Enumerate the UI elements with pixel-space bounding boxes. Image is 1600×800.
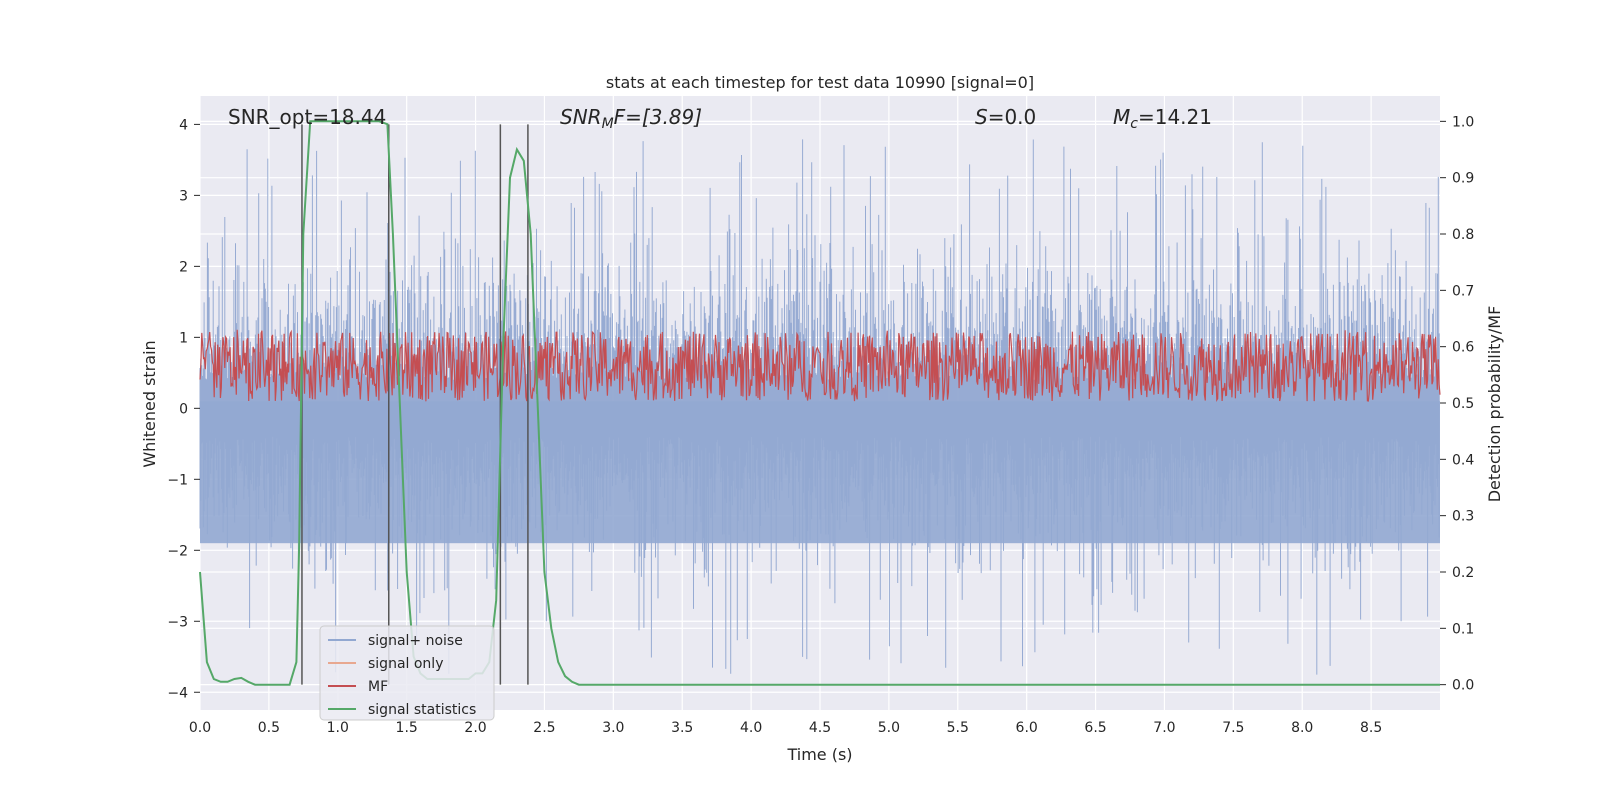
annotation-mc: Mc=14.21 xyxy=(1113,105,1212,132)
y-right-tick-label: 0.0 xyxy=(1452,678,1474,694)
y-right-tick-label: 0.3 xyxy=(1452,509,1474,525)
y-tick-label: 4 xyxy=(179,117,188,133)
annotation-s: S=0.0 xyxy=(975,105,1036,129)
series-signal-noise xyxy=(199,139,1440,675)
legend-label-signal-only: signal only xyxy=(368,656,443,672)
x-tick-label: 2.5 xyxy=(533,720,555,736)
x-tick-label: 8.5 xyxy=(1360,720,1382,736)
x-tick-label: 8.0 xyxy=(1291,720,1313,736)
y-right-tick-label: 0.2 xyxy=(1452,565,1474,581)
x-tick-label: 6.5 xyxy=(1084,720,1106,736)
noise-core-band xyxy=(200,401,1440,544)
x-tick-label: 2.0 xyxy=(464,720,486,736)
legend-label-mf: MF xyxy=(368,679,388,695)
x-tick-label: 3.5 xyxy=(671,720,693,736)
x-tick-label: 5.0 xyxy=(878,720,900,736)
y-tick-label: 1 xyxy=(179,330,188,346)
mf-trace xyxy=(199,329,1441,402)
y-axis-label: Whitened strain xyxy=(140,340,159,467)
y-tick-label: 3 xyxy=(179,188,188,204)
y-tick-label: −2 xyxy=(167,543,188,559)
x-tick-label: 3.0 xyxy=(602,720,624,736)
x-axis-label: Time (s) xyxy=(786,745,852,764)
legend-box xyxy=(319,625,495,721)
x-tick-label: 6.0 xyxy=(1016,720,1038,736)
y-right-tick-label: 0.1 xyxy=(1452,621,1474,637)
y-tick-label: −4 xyxy=(167,685,188,701)
series-mf xyxy=(199,329,1441,402)
legend: signal+ noise signal only MF signal stat… xyxy=(319,625,495,721)
y-right-tick-label: 0.5 xyxy=(1452,396,1474,412)
y-tick-label: −1 xyxy=(167,472,188,488)
axis-ticks: 0.0 0.5 1.0 1.5 2.0 2.5 3.0 3.5 4.0 4.5 5.0 5.5 6.0 6… xyxy=(167,114,1474,736)
legend-label-signal-statistics: signal statistics xyxy=(368,702,476,718)
x-tick-label: 7.5 xyxy=(1222,720,1244,736)
y-right-tick-label: 0.7 xyxy=(1452,283,1474,299)
x-tick-label: 5.5 xyxy=(947,720,969,736)
y-tick-label: −3 xyxy=(167,614,188,630)
x-tick-label: 7.0 xyxy=(1153,720,1175,736)
x-tick-label: 4.5 xyxy=(809,720,831,736)
y-right-axis-label: Detection probability/MF xyxy=(1485,306,1504,503)
x-tick-label: 1.0 xyxy=(327,720,349,736)
y-right-tick-label: 0.6 xyxy=(1452,340,1474,356)
x-tick-label: 0.5 xyxy=(258,720,280,736)
y-right-tick-label: 0.9 xyxy=(1452,171,1474,187)
legend-label-signal-noise: signal+ noise xyxy=(368,633,463,649)
chart-title: stats at each timestep for test data 109… xyxy=(606,73,1034,92)
y-tick-label: 2 xyxy=(179,259,188,275)
x-tick-label: 1.5 xyxy=(396,720,418,736)
x-tick-label: 4.0 xyxy=(740,720,762,736)
y-right-tick-label: 0.8 xyxy=(1452,227,1474,243)
x-tick-label: 0.0 xyxy=(189,720,211,736)
annotation-snr-opt: SNR_opt=18.44 xyxy=(228,105,386,129)
y-right-tick-label: 0.4 xyxy=(1452,452,1474,468)
annotation-snr-mf: SNRMF=[3.89] xyxy=(560,105,702,132)
y-tick-label: 0 xyxy=(179,401,188,417)
y-right-tick-label: 1.0 xyxy=(1452,114,1474,130)
